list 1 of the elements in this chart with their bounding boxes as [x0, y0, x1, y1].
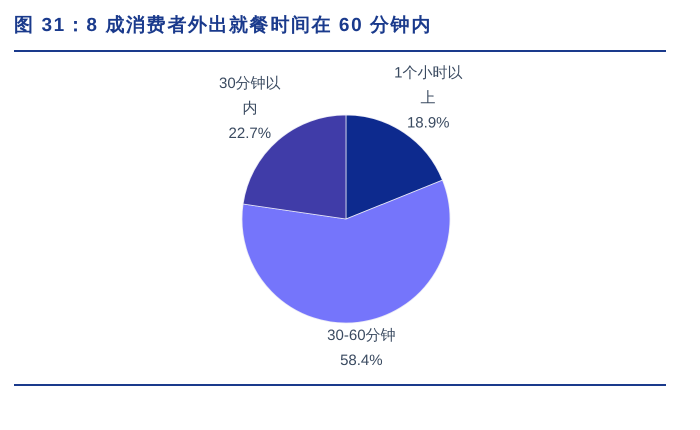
- title: 图 31：8 成消费者外出就餐时间在 60 分钟内: [14, 15, 432, 36]
